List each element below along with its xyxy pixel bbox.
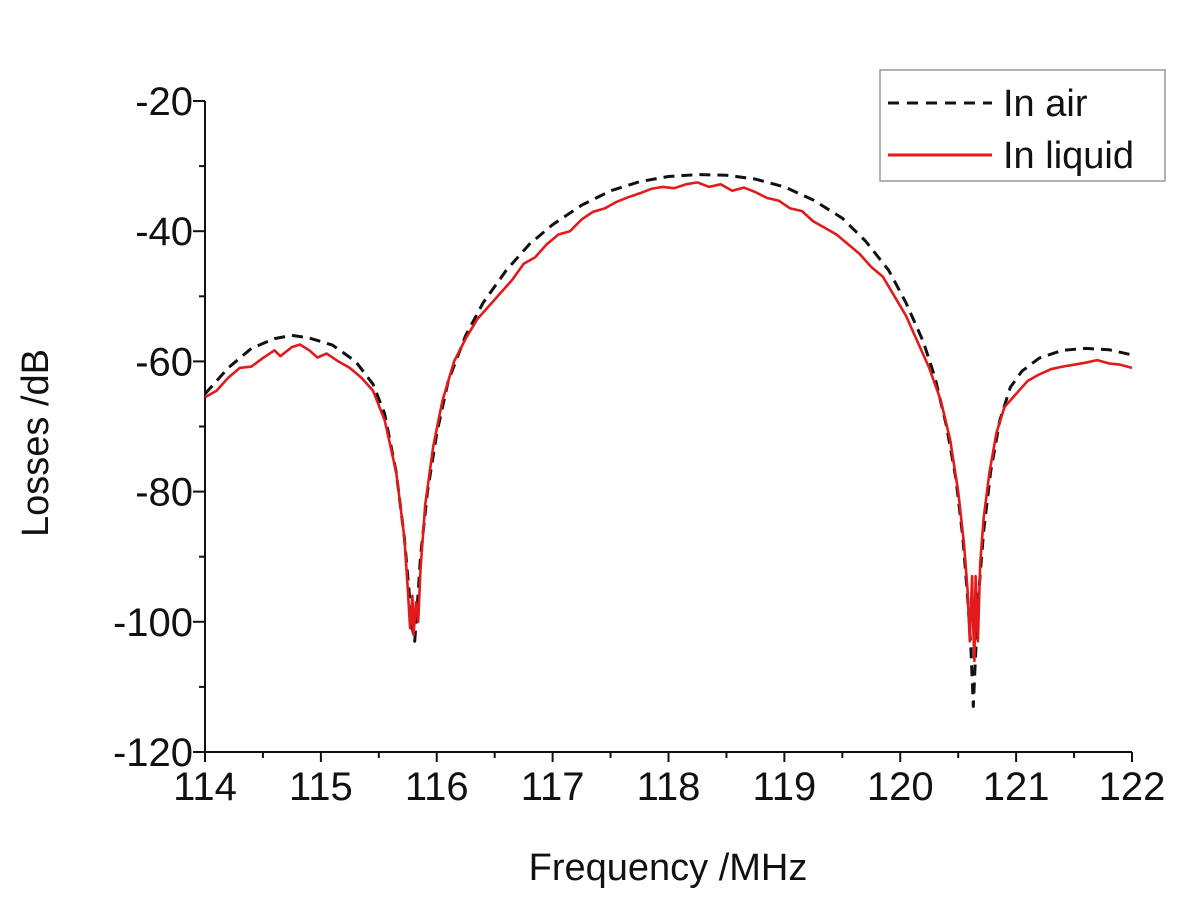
y-tick-label: -80	[135, 471, 193, 515]
legend-box	[879, 69, 1166, 182]
x-tick-label: 116	[405, 765, 469, 809]
y-tick-label: -40	[135, 210, 193, 254]
x-tick-label: 120	[867, 765, 934, 809]
legend: In air In liquid	[879, 69, 1166, 182]
y-tick-label: -20	[135, 80, 193, 124]
series-line-in-air	[203, 173, 1133, 708]
legend-label-in-air: In air	[1003, 83, 1088, 125]
y-tick-label: -120	[113, 731, 193, 775]
y-tick-label: -100	[113, 601, 193, 645]
y-tick-label: -60	[135, 340, 193, 384]
x-tick-label: 115	[289, 765, 353, 809]
x-tick-label: 118	[637, 765, 701, 809]
x-axis-title: Frequency /MHz	[529, 847, 808, 889]
y-axis-title: Losses /dB	[15, 349, 57, 537]
x-tick-label: 119	[752, 765, 816, 809]
axes: -120 -100 -80 -60 -40 -20 114 115 116 117 118 119 12…	[113, 80, 1165, 809]
x-tick-label: 114	[173, 765, 237, 809]
series-line-in-liquid	[204, 181, 1133, 663]
x-tick-label: 117	[521, 765, 585, 809]
x-tick-label: 121	[983, 765, 1050, 809]
series-layer	[203, 173, 1133, 708]
x-tick-label: 122	[1099, 765, 1166, 809]
legend-label-in-liquid: In liquid	[1003, 135, 1134, 177]
